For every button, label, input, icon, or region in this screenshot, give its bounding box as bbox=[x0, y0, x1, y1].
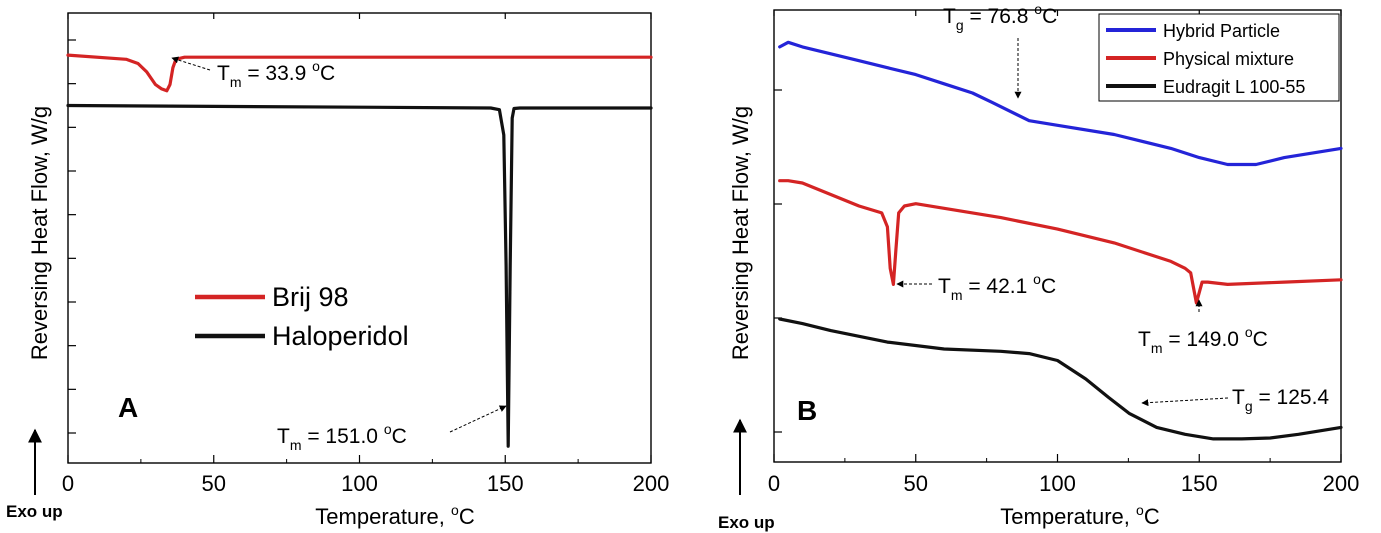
x-tick-label: 150 bbox=[487, 471, 524, 496]
x-axis-label-b-sup: o bbox=[1136, 502, 1144, 518]
annotation-text: Tg = 125.4 bbox=[1232, 386, 1329, 414]
x-tick-label: 0 bbox=[62, 471, 74, 496]
annotation-text: Tm = 33.9 oC bbox=[217, 58, 335, 90]
panel-a: 0 50 100 150 200 Reversing Heat Flow, W/g Te… bbox=[6, 12, 669, 529]
x-ticks-a: 0 50 100 150 200 bbox=[62, 13, 669, 496]
x-axis-label-a-sup: o bbox=[451, 502, 459, 518]
x-tick-label: 50 bbox=[202, 471, 226, 496]
annotation-b-tm-149: Tm = 149.0 oC bbox=[1138, 299, 1268, 356]
annotation-arrow bbox=[449, 405, 507, 433]
x-axis-label-b-main: Temperature, bbox=[1000, 504, 1136, 529]
legend-label-eudragit: Eudragit L 100-55 bbox=[1163, 77, 1305, 97]
panel-label-b: B bbox=[797, 395, 817, 426]
legend-a: Brij 98 Haloperidol bbox=[195, 282, 409, 351]
annotation-a-tm-brij: Tm = 33.9 oC bbox=[171, 56, 335, 90]
annotation-arrow bbox=[171, 56, 211, 71]
legend-label-hybrid: Hybrid Particle bbox=[1163, 21, 1280, 41]
annotation-b-tg-eudragit: Tg = 125.4 bbox=[1141, 386, 1329, 414]
series-line-haloperidol bbox=[66, 103, 653, 448]
y-axis-label-a: Reversing Heat Flow, W/g bbox=[27, 106, 52, 360]
y-axis-label-b: Reversing Heat Flow, W/g bbox=[728, 106, 753, 360]
x-tick-label: 100 bbox=[341, 471, 378, 496]
annotation-b-tg-hybrid: Tg = 76.8 oC bbox=[943, 1, 1057, 99]
series-b bbox=[778, 40, 1343, 441]
panel-label-a: A bbox=[118, 392, 138, 423]
x-ticks-b: 0 50 100 150 200 bbox=[768, 10, 1359, 496]
legend-label-physical: Physical mixture bbox=[1163, 49, 1294, 69]
annotation-text: Tm = 151.0 oC bbox=[277, 421, 407, 453]
x-axis-label-a: Temperature, oC bbox=[315, 502, 475, 529]
annotation-text: Tm = 42.1 oC bbox=[938, 271, 1056, 303]
series-line-eudragit-l-100-55 bbox=[778, 317, 1343, 441]
series-line-brij-98 bbox=[66, 53, 653, 93]
exo-label-a: Exo up bbox=[6, 502, 63, 521]
x-tick-label: 0 bbox=[768, 471, 780, 496]
annotation-text: Tg = 76.8 oC bbox=[943, 1, 1057, 33]
series-line-physical-mixture bbox=[778, 179, 1343, 305]
x-axis-label-b-tail: C bbox=[1144, 504, 1160, 529]
series-a bbox=[66, 53, 653, 448]
x-tick-label: 50 bbox=[904, 471, 928, 496]
x-axis-label-a-main: Temperature, bbox=[315, 504, 451, 529]
y-ticks-a bbox=[68, 39, 76, 434]
x-tick-label: 100 bbox=[1039, 471, 1076, 496]
x-axis-label-b: Temperature, oC bbox=[1000, 502, 1160, 529]
x-axis-label-a-tail: C bbox=[459, 504, 475, 529]
plot-frame-a bbox=[67, 12, 652, 464]
y-ticks-b bbox=[774, 89, 782, 433]
x-tick-label: 200 bbox=[633, 471, 670, 496]
annotation-b-tm-42: Tm = 42.1 oC bbox=[896, 271, 1056, 303]
exo-label-b: Exo up bbox=[718, 513, 775, 532]
annotation-arrow bbox=[1141, 397, 1229, 407]
legend-label-haloperidol: Haloperidol bbox=[272, 321, 409, 351]
series-line-hybrid-particle bbox=[778, 40, 1343, 167]
legend-b: Hybrid Particle Physical mixture Eudragi… bbox=[1098, 13, 1340, 102]
annotation-text: Tm = 149.0 oC bbox=[1138, 324, 1268, 356]
annotation-a-tm-haloperidol: Tm = 151.0 oC bbox=[277, 405, 507, 453]
x-tick-label: 200 bbox=[1323, 471, 1360, 496]
x-tick-label: 150 bbox=[1181, 471, 1218, 496]
legend-label-brij: Brij 98 bbox=[272, 282, 349, 312]
panel-b: 0 50 100 150 200 Reversing Heat Flow, W/g Te… bbox=[718, 1, 1359, 532]
